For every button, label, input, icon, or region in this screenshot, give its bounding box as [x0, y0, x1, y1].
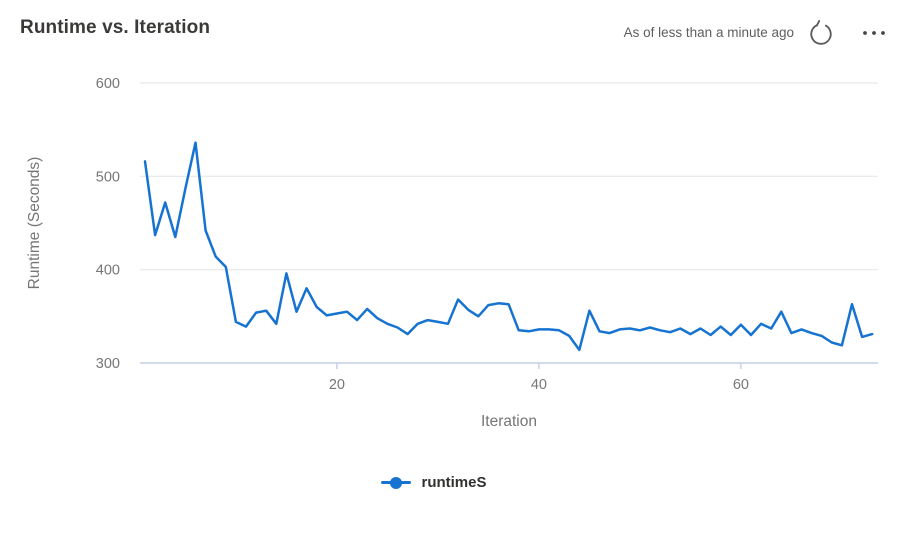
- y-axis-title: Runtime (Seconds): [26, 157, 43, 290]
- refresh-button[interactable]: [804, 17, 838, 49]
- more-options-button[interactable]: [854, 21, 894, 45]
- series-line-runtimeS[interactable]: [143, 141, 874, 352]
- y-tick-label: 600: [96, 76, 120, 92]
- x-axis-title: Iteration: [481, 413, 537, 430]
- chart-legend: runtimeS: [0, 474, 891, 491]
- page-title: Runtime vs. Iteration: [20, 17, 211, 38]
- refresh-icon: [810, 20, 832, 45]
- legend-label: runtimeS: [421, 474, 487, 491]
- x-tick-label: 20: [329, 377, 345, 393]
- ellipsis-icon: [863, 31, 885, 35]
- legend-item-runtimeS[interactable]: runtimeS: [381, 474, 487, 491]
- legend-series-marker-icon: [381, 476, 412, 490]
- y-tick-label: 500: [96, 169, 120, 185]
- widget-header: Runtime vs. Iteration As of less than a …: [0, 0, 914, 56]
- x-tick-label: 60: [733, 377, 749, 393]
- x-tick-label: 40: [531, 377, 547, 393]
- y-tick-label: 300: [96, 356, 120, 372]
- y-tick-label: 400: [96, 263, 120, 279]
- last-updated-text: As of less than a minute ago: [623, 25, 794, 40]
